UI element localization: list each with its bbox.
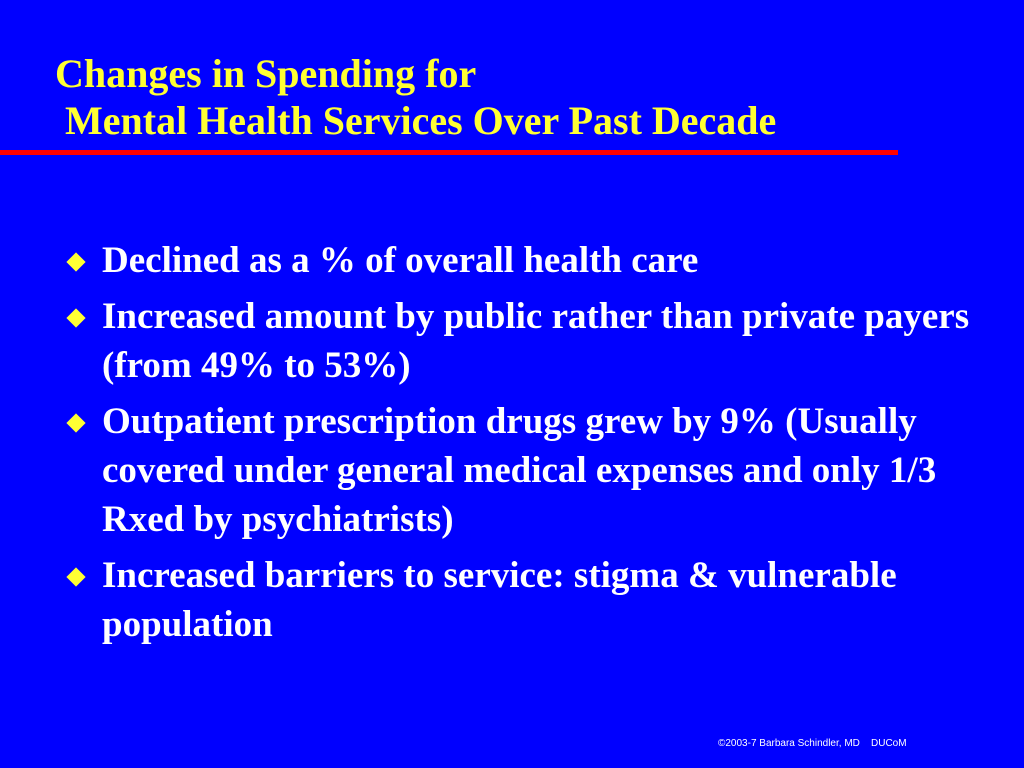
title-divider (0, 150, 898, 155)
copyright-footer: ©2003-7 Barbara Schindler, MD DUCoM (718, 738, 907, 749)
diamond-bullet-icon (66, 252, 86, 272)
diamond-bullet-icon (66, 308, 86, 328)
title-line-2: Mental Health Services Over Past Decade (65, 98, 777, 143)
bullet-item: Declined as a % of overall health care (64, 236, 1004, 285)
bullet-text: Declined as a % of overall health care (102, 240, 699, 281)
bullet-text: Increased barriers to service: stigma & … (102, 555, 897, 645)
diamond-bullet-icon (66, 413, 86, 433)
bullet-list: Declined as a % of overall health care I… (64, 236, 1004, 656)
bullet-item: Outpatient prescription drugs grew by 9%… (64, 397, 1004, 544)
bullet-item: Increased amount by public rather than p… (64, 292, 1004, 390)
bullet-text: Increased amount by public rather than p… (102, 296, 970, 386)
bullet-text: Outpatient prescription drugs grew by 9%… (102, 401, 937, 540)
title-line-1: Changes in Spending for (55, 51, 477, 96)
bullet-item: Increased barriers to service: stigma & … (64, 551, 1004, 649)
slide-title: Changes in Spending for Mental Health Se… (55, 50, 935, 144)
diamond-bullet-icon (66, 567, 86, 587)
